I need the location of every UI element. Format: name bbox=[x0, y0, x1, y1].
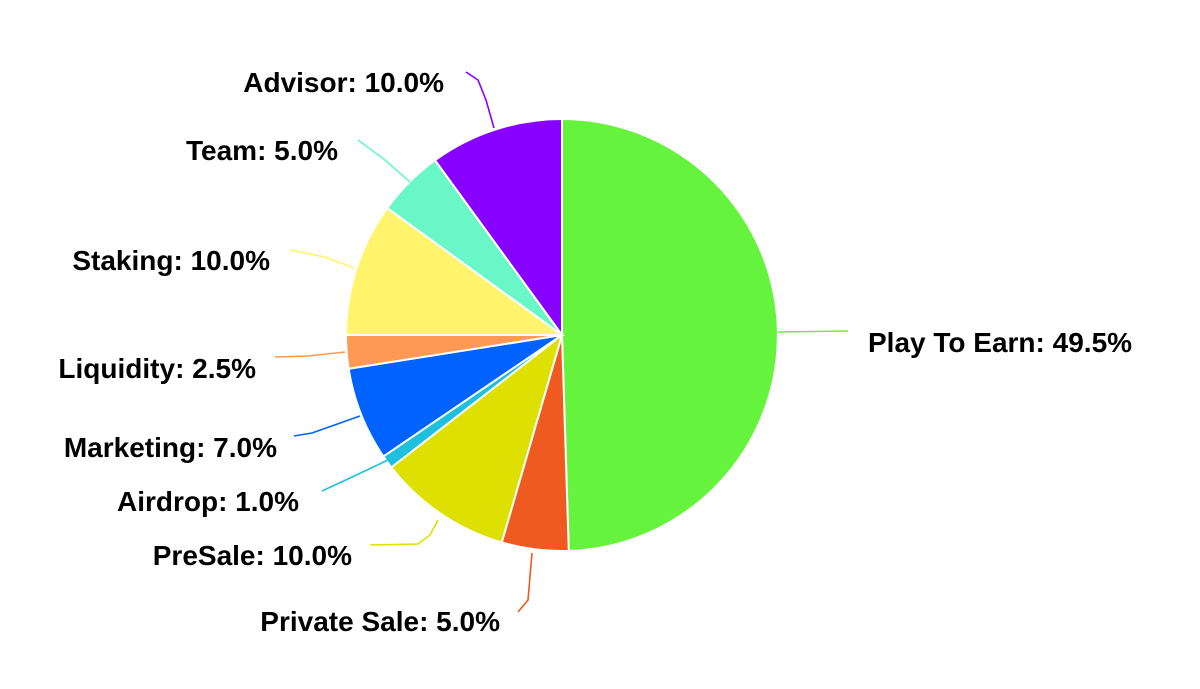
leader-line-marketing bbox=[293, 415, 361, 437]
leader-line-advisor bbox=[465, 71, 495, 129]
label-play-to-earn: Play To Earn: 49.5% bbox=[868, 327, 1132, 358]
label-liquidity: Liquidity: 2.5% bbox=[58, 353, 256, 384]
leader-lines bbox=[274, 71, 849, 613]
slice-play-to-earn bbox=[561, 117, 779, 552]
leader-line-airdrop bbox=[321, 459, 389, 492]
label-marketing: Marketing: 7.0% bbox=[64, 432, 277, 463]
label-private-sale: Private Sale: 5.0% bbox=[260, 606, 500, 637]
pie-slices bbox=[344, 117, 779, 552]
label-staking: Staking: 10.0% bbox=[72, 245, 270, 276]
slice-advisor bbox=[433, 117, 563, 339]
label-presale: PreSale: 10.0% bbox=[153, 540, 352, 571]
slice-presale bbox=[389, 332, 564, 544]
leader-line-staking bbox=[289, 249, 355, 269]
label-airdrop: Airdrop: 1.0% bbox=[117, 486, 299, 517]
leader-line-team bbox=[357, 139, 411, 183]
leader-line-play-to-earn bbox=[777, 330, 849, 333]
leader-line-presale bbox=[369, 519, 439, 546]
label-advisor: Advisor: 10.0% bbox=[243, 67, 444, 98]
leader-line-private-sale bbox=[517, 552, 533, 613]
leader-line-liquidity bbox=[274, 351, 346, 358]
slice-staking bbox=[344, 206, 566, 336]
slice-labels: Play To Earn: 49.5% Private Sale: 5.0% Pre… bbox=[58, 67, 1132, 637]
label-team: Team: 5.0% bbox=[186, 135, 338, 166]
